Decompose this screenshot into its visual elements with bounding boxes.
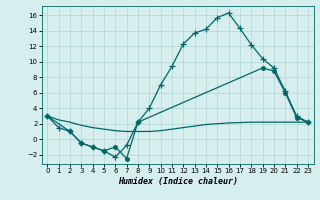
X-axis label: Humidex (Indice chaleur): Humidex (Indice chaleur) — [118, 177, 237, 186]
